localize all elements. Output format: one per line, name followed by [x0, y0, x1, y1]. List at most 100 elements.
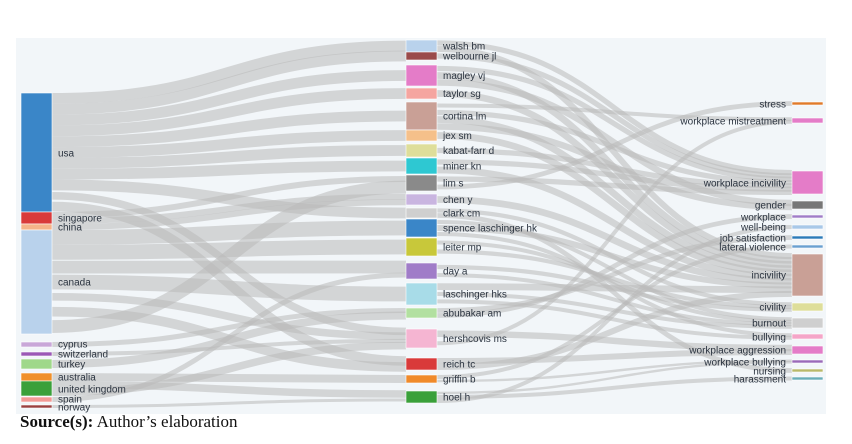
link-canada-to-hershcovis	[51, 293, 407, 340]
node-jobsat	[791, 235, 824, 240]
label-magley: magley vj	[443, 71, 485, 82]
label-burnout: burnout	[752, 319, 786, 330]
label-usa: usa	[58, 149, 75, 160]
link-leiter-to-civility	[436, 249, 793, 310]
node-workplace	[791, 214, 824, 219]
source-caption-text: Author’s elaboration	[93, 412, 238, 431]
node-miner	[405, 157, 438, 175]
label-china: china	[58, 223, 82, 234]
link-lim-to-wincivility	[436, 176, 793, 195]
node-spence	[405, 218, 438, 238]
node-usa	[20, 92, 53, 213]
node-reich	[405, 357, 438, 371]
label-civility: civility	[759, 303, 786, 314]
label-bullying: bullying	[752, 333, 786, 344]
label-nursing: nursing	[753, 367, 786, 378]
link-griffin-to-wbullying	[436, 359, 793, 383]
node-wbullying	[791, 359, 824, 364]
link-cortina-to-mistreat	[436, 103, 793, 122]
link-usa-to-cortina	[51, 110, 407, 148]
sankey-links	[51, 40, 793, 408]
label-miner: miner kn	[443, 162, 481, 173]
label-laschinger: laschinger hks	[443, 290, 507, 301]
node-waggression	[791, 345, 824, 355]
node-canada	[20, 229, 53, 335]
link-lim-to-stress	[436, 101, 793, 190]
node-harassment	[791, 376, 824, 381]
node-turkey	[20, 358, 53, 370]
node-clark	[405, 207, 438, 219]
label-welbourne: welbourne jl	[442, 52, 496, 63]
link-usa-to-welbourne	[51, 50, 407, 115]
node-hoel	[405, 390, 438, 404]
label-canada: canada	[58, 278, 91, 289]
node-spain	[20, 396, 53, 403]
label-spain: spain	[58, 395, 82, 406]
link-hoel-to-harassment	[436, 376, 793, 399]
source-caption: Source(s): Author’s elaboration	[20, 412, 238, 432]
node-jex	[405, 129, 438, 142]
node-civility	[791, 302, 824, 312]
label-hershcovis: hershcovis ms	[443, 334, 507, 345]
link-taylor-to-incivility	[436, 90, 793, 268]
link-reich-to-incivility	[436, 290, 793, 370]
link-spence-to-bullying	[436, 232, 793, 338]
node-magley	[405, 64, 438, 87]
label-wellbeing: well-being	[740, 223, 786, 234]
link-hershcovis-to-mistreat	[436, 119, 793, 346]
link-usa-to-magley	[51, 70, 407, 126]
link-cyprus-to-abubakar	[51, 308, 407, 347]
link-laschinger-to-bullying	[436, 299, 793, 340]
label-reich: reich tc	[443, 360, 475, 371]
link-welbourne-to-wincivility	[436, 53, 793, 179]
label-stress: stress	[759, 100, 786, 111]
label-clark: clark cm	[443, 209, 480, 220]
label-gender: gender	[755, 201, 787, 212]
link-abubakar-to-jobsat	[436, 235, 793, 313]
label-singapore: singapore	[58, 214, 102, 225]
label-cortina: cortina lm	[443, 112, 486, 123]
node-united-kingdom	[20, 380, 53, 397]
label-turkey: turkey	[58, 360, 85, 371]
label-walsh: walsh bm	[442, 42, 485, 53]
link-cortina-to-incivility	[436, 116, 793, 273]
label-lim: lim s	[443, 179, 464, 190]
label-wincivility: workplace incivility	[703, 179, 786, 190]
link-miner-to-wincivility	[436, 159, 793, 192]
node-china	[20, 223, 53, 231]
label-jobsat: job satisfaction	[719, 234, 786, 245]
node-wincivility	[791, 170, 824, 195]
node-burnout	[791, 317, 824, 329]
link-united-kingdom-to-hershcovis	[51, 341, 407, 396]
node-hershcovis	[405, 328, 438, 349]
node-lateral	[791, 244, 824, 249]
node-norway	[20, 404, 53, 409]
label-lateral: lateral violence	[719, 243, 786, 254]
link-spain-to-day	[51, 272, 407, 402]
link-spence-to-burnout	[436, 220, 793, 322]
link-norway-to-hoel	[51, 398, 407, 408]
node-nursing	[791, 368, 824, 373]
link-walsh-to-wincivility	[436, 40, 793, 176]
link-usa-to-miner	[51, 160, 407, 180]
node-mistreat	[791, 117, 824, 124]
link-united-kingdom-to-hoel	[51, 381, 407, 398]
node-kabat	[405, 143, 438, 158]
label-norway: norway	[58, 403, 90, 414]
label-workplace: workplace	[740, 213, 786, 224]
label-hoel: hoel h	[443, 393, 470, 404]
node-leiter	[405, 237, 438, 257]
label-cheny: chen y	[443, 195, 472, 206]
node-taylor	[405, 87, 438, 100]
link-kabat-to-wincivility	[436, 147, 793, 189]
link-abubakar-to-workplace	[436, 214, 793, 318]
link-china-to-cheny	[51, 199, 407, 230]
label-mistreat: workplace mistreatment	[679, 117, 786, 128]
link-canada-to-lim	[51, 180, 407, 333]
link-spence-to-incivility	[436, 225, 793, 289]
label-day: day a	[443, 267, 468, 278]
label-waggression: workplace aggression	[688, 346, 786, 357]
node-australia	[20, 372, 53, 382]
